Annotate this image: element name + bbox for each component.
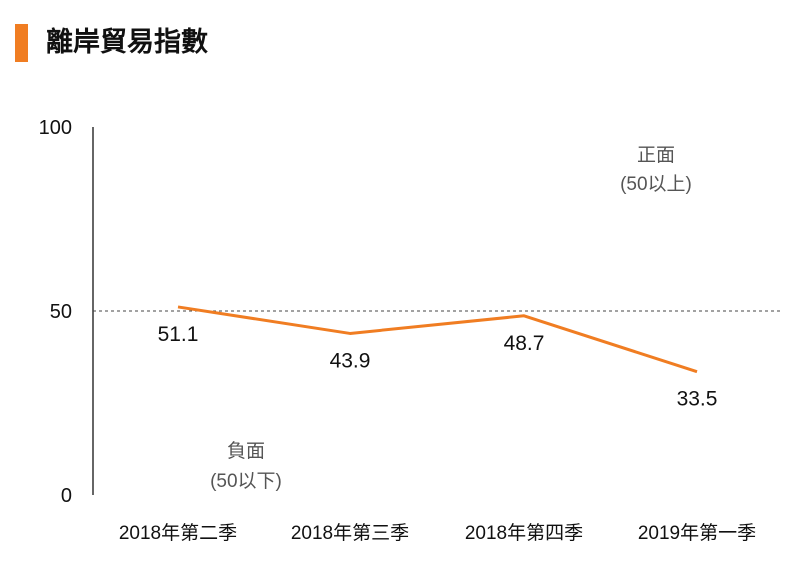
title-accent-bar — [15, 24, 28, 62]
data-label: 48.7 — [504, 332, 545, 355]
negative-label: 負面 — [227, 440, 265, 462]
data-label: 51.1 — [158, 323, 199, 346]
x-tick-label: 2018年第四季 — [465, 522, 583, 544]
y-tick-label: 50 — [50, 301, 72, 323]
positive-label: 正面 — [637, 145, 675, 166]
series-line — [177, 305, 698, 374]
positive-range-label: (50以上) — [620, 173, 692, 195]
y-tick-label: 100 — [39, 117, 72, 139]
x-tick-label: 2018年第二季 — [119, 522, 237, 544]
x-tick-label: 2018年第三季 — [291, 522, 409, 544]
chart-title: 離岸貿易指數 — [46, 27, 208, 58]
y-tick-label: 0 — [61, 485, 72, 507]
data-label: 33.5 — [677, 388, 718, 411]
x-tick-label: 2019年第一季 — [638, 522, 756, 544]
negative-range-label: (50以下) — [210, 471, 282, 492]
data-label: 43.9 — [330, 349, 371, 372]
